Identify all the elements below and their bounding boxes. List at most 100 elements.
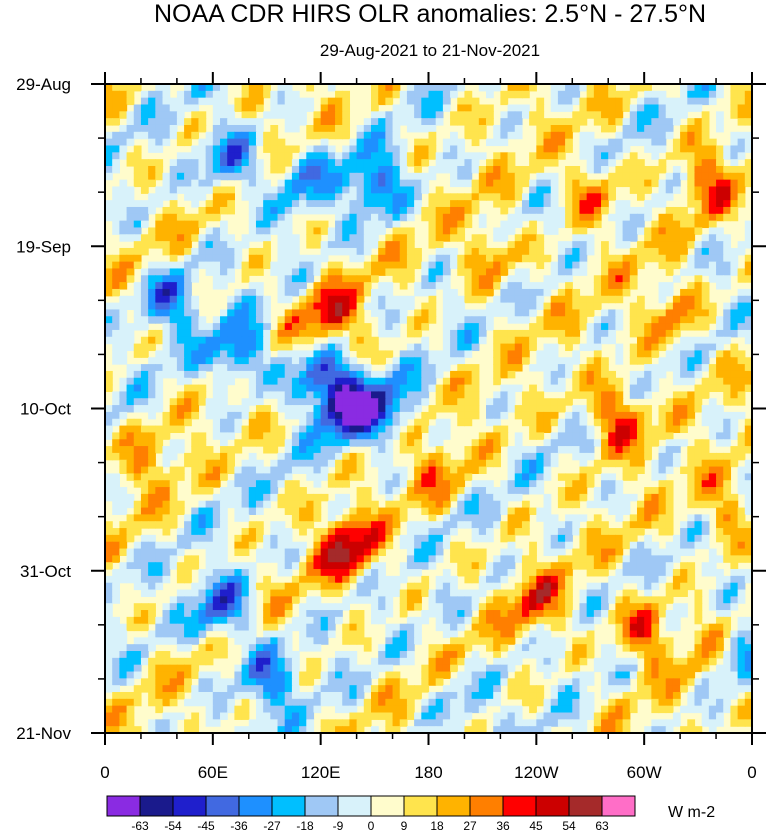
anomaly-cell xyxy=(399,398,408,406)
anomaly-cell xyxy=(198,343,207,352)
anomaly-cell xyxy=(342,172,351,181)
anomaly-cell xyxy=(119,323,128,331)
anomaly-cell xyxy=(227,425,235,434)
anomaly-cell xyxy=(680,391,688,399)
anomaly-cell xyxy=(198,247,207,256)
anomaly-cell xyxy=(672,446,681,454)
anomaly-cell xyxy=(658,473,667,481)
anomaly-cell xyxy=(694,398,703,406)
anomaly-cell xyxy=(406,316,415,324)
anomaly-cell xyxy=(356,241,365,249)
anomaly-cell xyxy=(220,200,228,208)
anomaly-cell xyxy=(356,220,365,229)
anomaly-cell xyxy=(629,357,638,365)
anomaly-cell xyxy=(622,220,631,229)
anomaly-cell xyxy=(378,118,386,126)
anomaly-cell xyxy=(378,534,386,543)
anomaly-cell xyxy=(694,118,703,126)
anomaly-cell xyxy=(155,493,164,502)
anomaly-cell xyxy=(241,480,250,488)
anomaly-cell xyxy=(234,370,243,379)
anomaly-cell xyxy=(255,124,264,133)
anomaly-cell xyxy=(665,480,674,488)
anomaly-cell xyxy=(140,548,149,556)
anomaly-cell xyxy=(133,343,142,352)
anomaly-cell xyxy=(687,220,696,229)
anomaly-cell xyxy=(205,247,214,256)
anomaly-cell xyxy=(536,288,545,297)
anomaly-cell xyxy=(730,268,739,276)
anomaly-cell xyxy=(248,138,257,147)
anomaly-cell xyxy=(579,316,588,324)
anomaly-cell xyxy=(112,282,120,290)
anomaly-cell xyxy=(457,268,466,276)
anomaly-cell xyxy=(672,227,681,235)
anomaly-cell xyxy=(248,288,257,297)
anomaly-cell xyxy=(608,97,617,106)
anomaly-cell xyxy=(155,186,164,194)
anomaly-cell xyxy=(148,432,156,440)
anomaly-cell xyxy=(140,179,149,188)
anomaly-cell xyxy=(112,138,120,147)
anomaly-cell xyxy=(342,405,351,413)
anomaly-cell xyxy=(601,405,609,413)
anomaly-cell xyxy=(737,350,746,358)
anomaly-cell xyxy=(284,145,293,153)
anomaly-cell xyxy=(601,288,609,297)
anomaly-cell xyxy=(270,206,279,215)
anomaly-cell xyxy=(615,165,624,174)
anomaly-cell xyxy=(162,452,171,461)
anomaly-cell xyxy=(191,220,200,229)
anomaly-cell xyxy=(306,316,315,324)
anomaly-cell xyxy=(716,343,724,352)
anomaly-cell xyxy=(737,165,746,174)
anomaly-cell xyxy=(557,309,566,317)
anomaly-cell xyxy=(723,528,732,536)
anomaly-cell xyxy=(550,357,559,365)
anomaly-cell xyxy=(184,357,192,365)
anomaly-cell xyxy=(248,569,257,577)
anomaly-cell xyxy=(205,179,214,188)
anomaly-cell xyxy=(744,302,752,311)
anomaly-cell xyxy=(119,90,128,99)
anomaly-cell xyxy=(457,555,466,563)
anomaly-cell xyxy=(140,398,149,406)
anomaly-cell xyxy=(212,90,221,99)
anomaly-cell xyxy=(521,336,530,345)
anomaly-cell xyxy=(557,357,566,365)
anomaly-cell xyxy=(220,193,228,201)
anomaly-cell xyxy=(500,411,509,420)
anomaly-cell xyxy=(227,268,235,276)
anomaly-cell xyxy=(327,364,336,372)
anomaly-cell xyxy=(112,548,120,556)
anomaly-cell xyxy=(493,493,501,502)
anomaly-cell xyxy=(327,111,336,119)
anomaly-cell xyxy=(112,309,120,317)
anomaly-cell xyxy=(227,295,235,304)
anomaly-cell xyxy=(327,418,336,427)
anomaly-cell xyxy=(730,555,739,563)
anomaly-cell xyxy=(327,391,336,399)
anomaly-cell xyxy=(385,425,394,434)
anomaly-cell xyxy=(133,247,142,256)
anomaly-cell xyxy=(313,370,322,379)
anomaly-cell xyxy=(313,309,322,317)
anomaly-cell xyxy=(478,241,487,249)
anomaly-cell xyxy=(248,227,257,235)
anomaly-cell xyxy=(593,534,602,543)
anomaly-cell xyxy=(112,145,120,153)
anomaly-cell xyxy=(708,562,717,570)
anomaly-cell xyxy=(406,159,415,167)
anomaly-cell xyxy=(730,446,739,454)
anomaly-cell xyxy=(284,84,293,92)
anomaly-cell xyxy=(119,131,128,140)
anomaly-cell xyxy=(665,220,674,229)
anomaly-cell xyxy=(342,118,351,126)
anomaly-cell xyxy=(227,323,235,331)
anomaly-cell xyxy=(586,193,595,201)
anomaly-cell xyxy=(234,500,243,509)
anomaly-cell xyxy=(536,446,545,454)
anomaly-cell xyxy=(514,521,523,529)
anomaly-cell xyxy=(263,446,271,454)
anomaly-cell xyxy=(421,534,430,543)
